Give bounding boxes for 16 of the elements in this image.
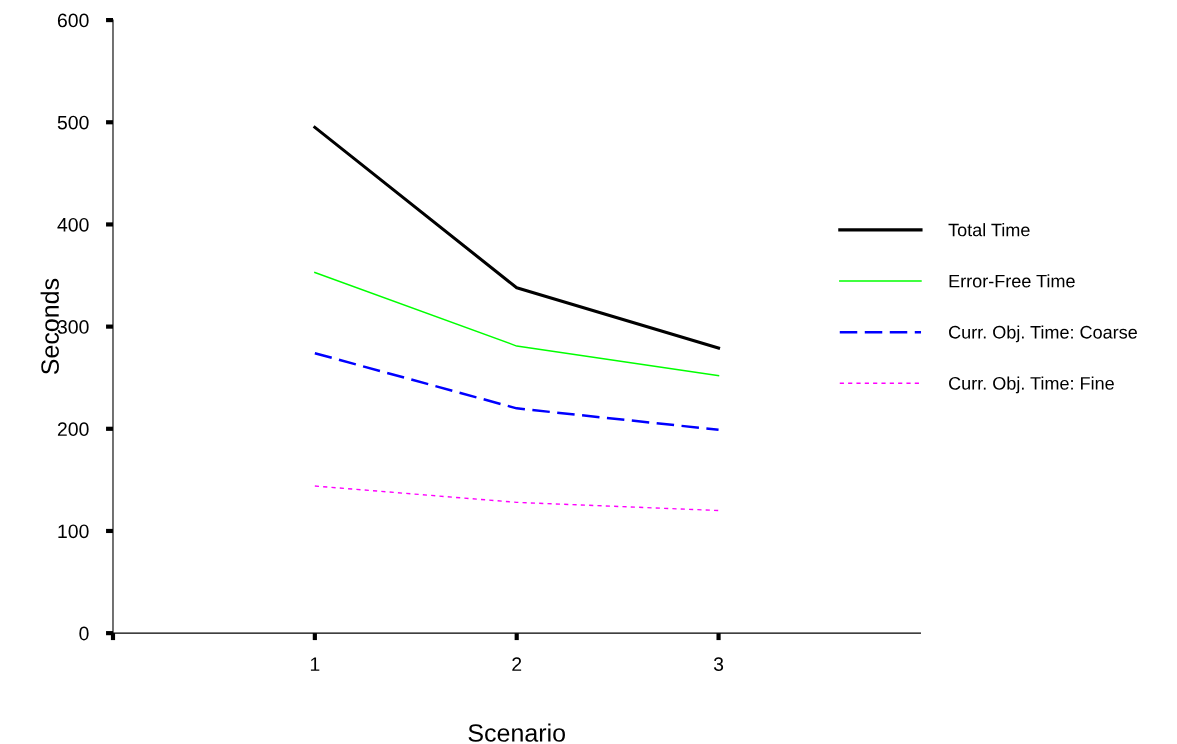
y-tick-label: 400 <box>57 217 89 232</box>
y-tick-label: 100 <box>58 524 89 539</box>
y-tick-label: 200 <box>57 422 89 437</box>
legend-label: Total Time <box>948 223 1030 237</box>
x-tick-label: 2 <box>512 657 522 671</box>
legend-label: Error-Free Time <box>949 274 1075 288</box>
legend-label: Curr. Obj. Time: Coarse <box>949 325 1137 343</box>
x-tick-label: 1 <box>310 657 320 671</box>
legend-label: Curr. Obj. Time: Fine <box>949 376 1114 394</box>
x-tick-label: 3 <box>713 657 724 672</box>
y-tick-label: 500 <box>57 115 89 130</box>
y-tick-label: 600 <box>57 13 89 28</box>
y-tick-label: 0 <box>79 626 89 641</box>
x-axis-title: Scenario <box>468 723 565 742</box>
y-axis-title: Seconds <box>40 278 59 375</box>
y-tick-label: 300 <box>57 320 89 334</box>
